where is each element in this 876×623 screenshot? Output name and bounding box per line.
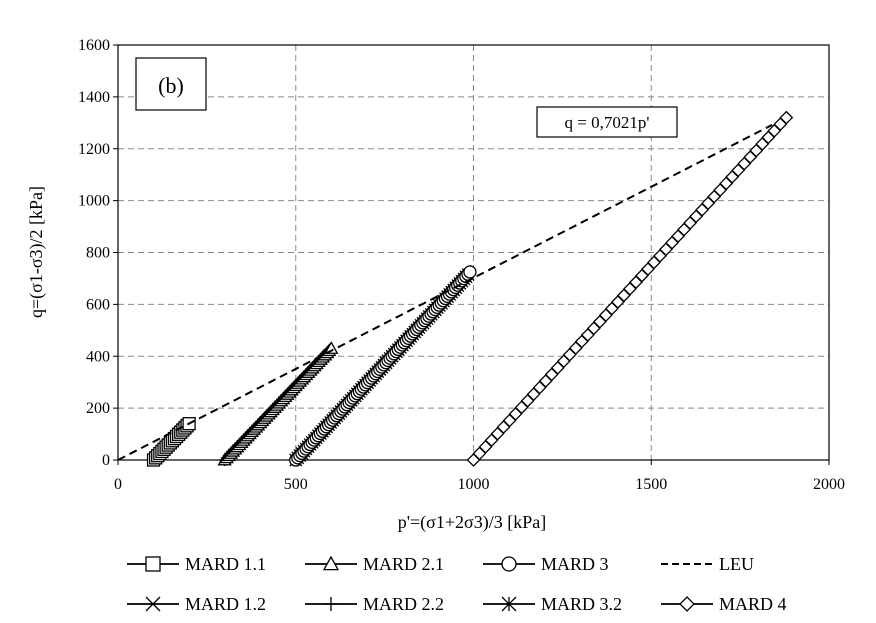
legend-item-mard-1-1: MARD 1.1 (127, 554, 266, 574)
y-tick-label: 800 (86, 245, 110, 262)
x-tick-label: 1000 (458, 476, 490, 493)
legend-item-mard-1-2: MARD 1.2 (127, 594, 266, 614)
y-tick-label: 400 (86, 348, 110, 365)
legend-label: MARD 2.1 (363, 554, 444, 574)
y-tick-label: 200 (86, 400, 110, 417)
legend-item-mard-4: MARD 4 (661, 594, 787, 614)
legend-label: MARD 3 (541, 554, 609, 574)
leu-line (117, 123, 773, 461)
data-point (779, 110, 794, 125)
x-tick-label: 2000 (813, 476, 845, 493)
legend-item-mard-2-2: MARD 2.2 (305, 594, 444, 614)
legend-label: MARD 1.1 (185, 554, 266, 574)
legend-label: LEU (719, 554, 754, 574)
legend-item-leu: LEU (661, 554, 754, 574)
y-tick-label: 600 (86, 296, 110, 313)
equation-annotation: q = 0,7021p' (536, 106, 678, 138)
legend-marker (145, 556, 161, 572)
data-point (463, 265, 477, 279)
x-axis-title: p'=(σ1+2σ3)/3 [kPa] (398, 512, 546, 533)
legend-item-mard-3-2: MARD 3.2 (483, 594, 622, 614)
y-tick-label: 0 (102, 452, 110, 469)
legend-marker (322, 555, 340, 571)
x-tick-label: 1500 (635, 476, 667, 493)
legend-marker (145, 596, 161, 612)
legend-marker (501, 596, 517, 612)
grid (118, 45, 829, 460)
series-leu (117, 123, 773, 461)
legend-label: MARD 3.2 (541, 594, 622, 614)
legend-marker (679, 596, 695, 612)
series-mard-4 (466, 110, 794, 467)
legend-label: MARD 4 (719, 594, 787, 614)
y-tick-label: 1200 (78, 141, 110, 158)
y-tick-label: 1600 (78, 37, 110, 54)
y-tick-label: 1400 (78, 89, 110, 106)
legend-marker (501, 556, 517, 572)
series-mard-1-1 (146, 417, 196, 467)
legend-item-mard-2-1: MARD 2.1 (305, 554, 444, 574)
equation-label: q = 0,7021p' (565, 113, 650, 132)
legend-label: MARD 1.2 (185, 594, 266, 614)
series-mard-3 (289, 265, 477, 467)
legend-marker (324, 597, 338, 611)
legend-label: MARD 2.2 (363, 594, 444, 614)
axis-ticks: 0 500 1000 1500 2000 0 200 400 600 800 1000 1200 140… (78, 37, 845, 493)
legend-item-mard-3: MARD 3 (483, 554, 609, 574)
series-mard-2-1 (217, 341, 339, 466)
y-axis-title: q=(σ1-σ3)/2 [kPa] (26, 186, 47, 318)
panel-label-box: (b) (135, 57, 207, 111)
panel-label: (b) (158, 73, 184, 98)
data-point (324, 341, 339, 354)
x-tick-label: 0 (114, 476, 122, 493)
legend: MARD 1.1 MARD 2.1 MARD 3 LEU MARD 1.2 MARD 2.… (127, 554, 787, 614)
x-tick-label: 500 (284, 476, 308, 493)
y-tick-label: 1000 (78, 193, 110, 210)
series-layer (117, 110, 794, 467)
